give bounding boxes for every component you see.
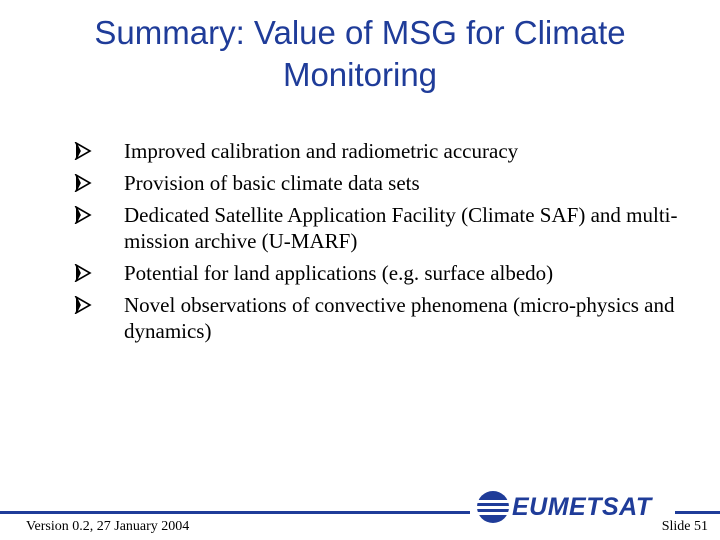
bullet-item: Improved calibration and radiometric acc…	[74, 138, 694, 164]
bullet-text: Improved calibration and radiometric acc…	[124, 139, 519, 163]
eumetsat-globe-icon	[476, 491, 510, 523]
footer-divider	[0, 511, 720, 514]
bullet-item: Dedicated Satellite Application Facility…	[74, 202, 694, 254]
bullet-item: Potential for land applications (e.g. su…	[74, 260, 694, 286]
bullet-item: Novel observations of convective phenome…	[74, 292, 694, 344]
slide-title: Summary: Value of MSG for Climate Monito…	[94, 14, 626, 93]
arrow-bullet-icon	[74, 296, 92, 314]
arrow-bullet-icon	[74, 142, 92, 160]
footer-version: Version 0.2, 27 January 2004	[22, 519, 194, 535]
bullet-list: Improved calibration and radiometric acc…	[74, 138, 694, 350]
bullet-text: Novel observations of convective phenome…	[124, 293, 675, 343]
bullet-text: Provision of basic climate data sets	[124, 171, 420, 195]
bullet-text: Dedicated Satellite Application Facility…	[124, 203, 678, 253]
slide-number: Slide 51	[657, 519, 712, 535]
eumetsat-logo: EUMETSAT	[470, 488, 675, 526]
arrow-bullet-icon	[74, 206, 92, 224]
logo-text: EUMETSAT	[512, 493, 652, 521]
arrow-bullet-icon	[74, 264, 92, 282]
bullet-item: Provision of basic climate data sets	[74, 170, 694, 196]
bullet-text: Potential for land applications (e.g. su…	[124, 261, 554, 285]
arrow-bullet-icon	[74, 174, 92, 192]
